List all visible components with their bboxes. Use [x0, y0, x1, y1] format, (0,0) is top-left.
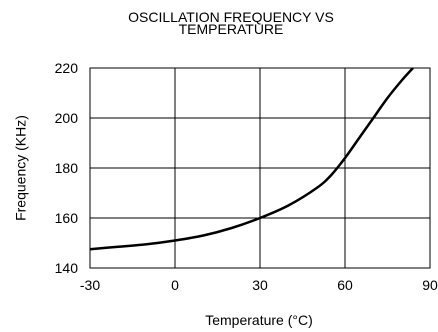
tick-labels: -30 0 30 60 90 140 160 180 200 220: [55, 60, 438, 293]
x-tick-label: 60: [337, 277, 353, 293]
x-tick-label: -30: [80, 277, 100, 293]
series-layer: [89, 67, 414, 251]
grid: [89, 67, 431, 269]
y-tick-label: 180: [55, 160, 79, 176]
chart-title-line-1: OSCILLATION FREQUENCY VS: [128, 9, 334, 25]
y-tick-label: 160: [55, 210, 79, 226]
x-axis-label: Temperature (°C): [205, 312, 313, 328]
x-tick-label: 90: [422, 277, 438, 293]
series-line: [89, 67, 414, 251]
x-tick-label: 30: [252, 277, 268, 293]
x-tick-label: 0: [171, 277, 179, 293]
y-tick-label: 140: [55, 260, 79, 276]
y-tick-label: 200: [55, 110, 79, 126]
y-tick-label: 220: [55, 60, 79, 76]
chart-title-line-2: TEMPERATURE: [178, 21, 284, 37]
y-axis-label: Frequency (KHz): [13, 115, 29, 221]
